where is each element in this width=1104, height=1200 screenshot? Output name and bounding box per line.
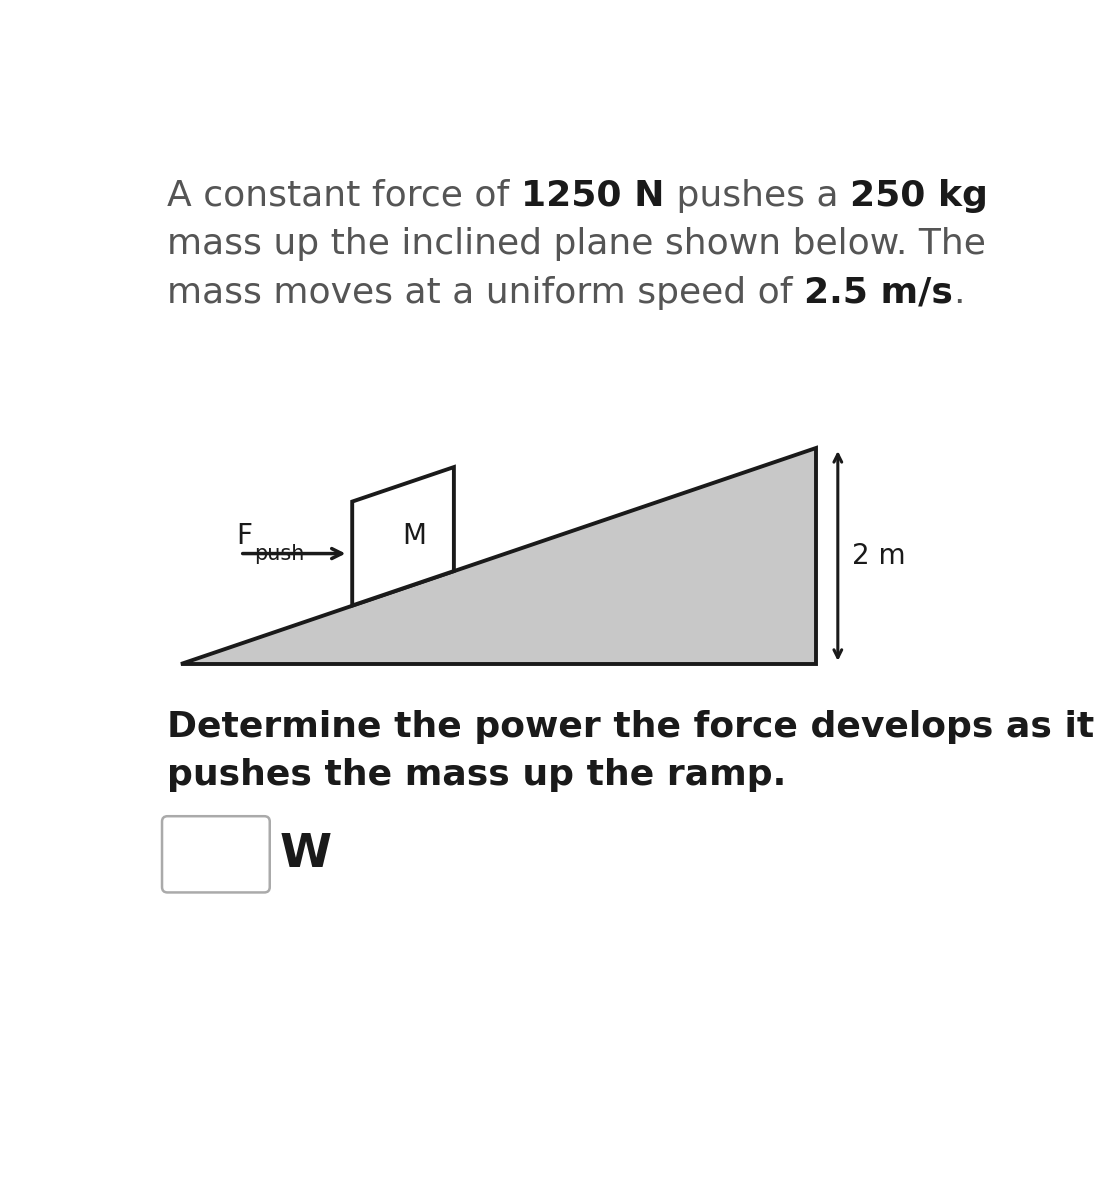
Text: pushes the mass up the ramp.: pushes the mass up the ramp.	[168, 757, 787, 792]
Text: 2.5 m/s: 2.5 m/s	[805, 276, 954, 310]
Text: M: M	[403, 522, 426, 551]
Text: 2 m: 2 m	[852, 542, 905, 570]
FancyBboxPatch shape	[162, 816, 269, 893]
Text: Determine the power the force develops as it: Determine the power the force develops a…	[168, 710, 1095, 744]
Polygon shape	[181, 448, 816, 664]
Text: W: W	[279, 832, 332, 877]
Text: mass up the inclined plane shown below. The: mass up the inclined plane shown below. …	[168, 227, 986, 262]
Text: F: F	[236, 522, 252, 550]
Text: .: .	[954, 276, 965, 310]
Text: pushes a: pushes a	[665, 179, 850, 212]
Text: 250 kg: 250 kg	[850, 179, 988, 212]
Text: push: push	[255, 544, 305, 564]
Text: 1250 N: 1250 N	[521, 179, 665, 212]
Text: mass moves at a uniform speed of: mass moves at a uniform speed of	[168, 276, 805, 310]
Text: A constant force of: A constant force of	[168, 179, 521, 212]
Polygon shape	[352, 467, 454, 606]
